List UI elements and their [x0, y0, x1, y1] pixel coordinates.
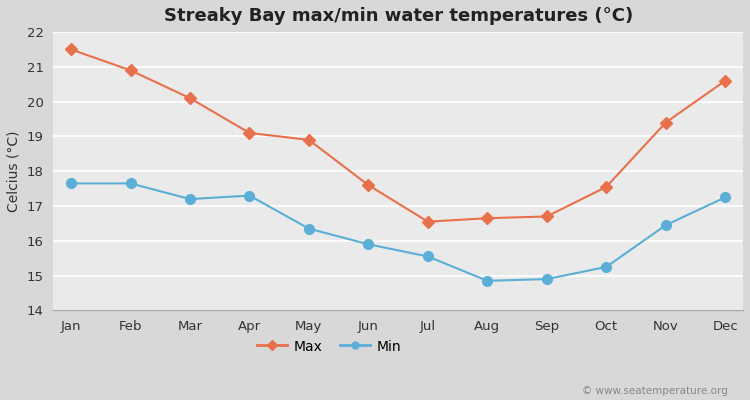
Legend: Max, Min: Max, Min: [251, 334, 407, 359]
Text: © www.seatemperature.org: © www.seatemperature.org: [582, 386, 728, 396]
Title: Streaky Bay max/min water temperatures (°C): Streaky Bay max/min water temperatures (…: [164, 7, 633, 25]
Y-axis label: Celcius (°C): Celcius (°C): [7, 130, 21, 212]
